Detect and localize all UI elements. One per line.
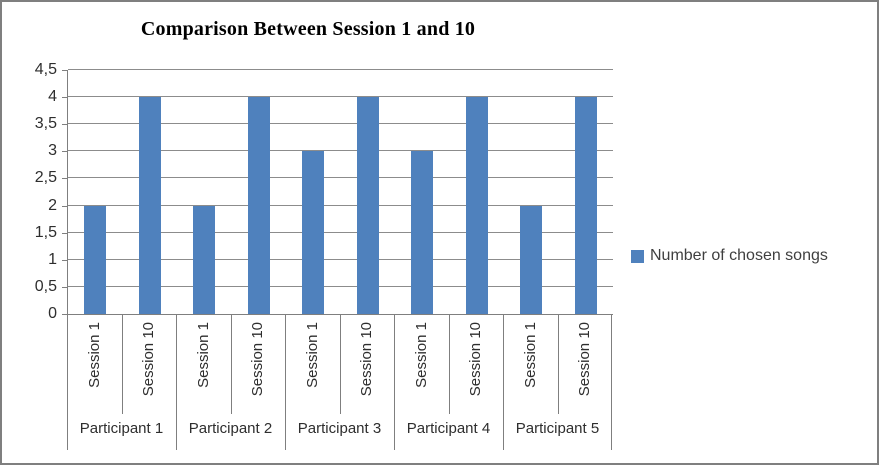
bar-participant-5-session-1: [520, 205, 543, 314]
session-divider: [230, 315, 232, 414]
x-axis-label-area: Session 1 Session 10 Session 1 Session 10 Se…: [67, 315, 612, 450]
session-divider: [339, 315, 341, 414]
gridline: [68, 231, 613, 233]
session-label-cell: Session 1: [394, 315, 449, 414]
session-divider: [557, 315, 559, 414]
plot-area: [67, 69, 613, 315]
chart-title: Comparison Between Session 1 and 10: [140, 18, 476, 40]
bar-participant-1-session-10: [138, 97, 161, 314]
session-label-cell: Session 1: [285, 315, 340, 414]
session-label-cell: Session 1: [67, 315, 122, 414]
session-divider: [121, 315, 123, 414]
y-axis-tick-label: 1: [48, 250, 57, 268]
session-label-cell: Session 1: [176, 315, 231, 414]
gridline: [68, 204, 613, 206]
y-axis-tick-label: 0,5: [34, 277, 57, 295]
session-label: Session 1: [521, 322, 539, 388]
bar-participant-3-session-10: [356, 97, 379, 314]
bar-participant-5-session-10: [574, 97, 597, 314]
session-label-cell: Session 10: [558, 315, 613, 414]
legend: Number of chosen songs: [631, 247, 828, 265]
bar-participant-2-session-1: [193, 205, 216, 314]
session-label-cell: Session 10: [449, 315, 504, 414]
gridline: [68, 177, 613, 179]
y-axis-tick-label: 1,5: [34, 223, 57, 241]
y-axis-tick-label: 3: [48, 142, 57, 160]
y-axis-tick: [62, 286, 67, 288]
bar-participant-3-session-1: [302, 151, 325, 314]
y-axis-tick-label: 2: [48, 196, 57, 214]
participant-group-divider: [503, 315, 504, 450]
y-axis-tick: [62, 259, 67, 261]
bar-participant-4-session-10: [465, 97, 488, 314]
session-label: Session 1: [85, 322, 103, 388]
gridline: [68, 69, 613, 70]
legend-label: Number of chosen songs: [650, 247, 828, 264]
gridline: [68, 123, 613, 125]
gridline: [68, 285, 613, 287]
y-axis-tick-label: 4: [48, 88, 57, 106]
y-axis-tick: [62, 205, 67, 207]
participant-group-divider: [394, 315, 395, 450]
gridline: [68, 150, 613, 152]
participant-group-divider: [611, 315, 612, 450]
session-label: Session 10: [576, 322, 594, 397]
y-axis-tick: [62, 124, 67, 126]
session-label-cell: Session 10: [231, 315, 286, 414]
session-label-cell: Session 10: [122, 315, 177, 414]
y-axis-tick: [62, 97, 67, 99]
participant-group-divider: [285, 315, 286, 450]
legend-color-swatch: [631, 249, 644, 263]
gridline: [68, 96, 613, 98]
y-axis-tick-label: 0: [48, 305, 57, 322]
y-axis-tick-label: 2,5: [34, 169, 57, 187]
bar-participant-1-session-1: [84, 205, 107, 314]
y-axis-tick-label: 3,5: [34, 115, 57, 133]
y-axis-tick: [62, 232, 67, 234]
y-axis-tick: [62, 314, 67, 315]
y-axis-tick: [62, 151, 67, 153]
session-divider: [448, 315, 450, 414]
bar-participant-4-session-1: [411, 151, 434, 314]
session-label: Session 10: [467, 322, 485, 397]
participant-label: Participant 4: [406, 420, 491, 437]
y-axis-tick: [62, 178, 67, 180]
session-label: Session 1: [412, 322, 430, 388]
participant-group-divider: [176, 315, 177, 450]
session-label: Session 1: [303, 322, 321, 388]
participant-label: Participant 1: [79, 420, 164, 437]
participant-label: Participant 2: [188, 420, 273, 437]
y-axis-tick: [62, 70, 67, 71]
participant-label-row: Participant 1 Participant 2 Participant 3 P…: [67, 414, 612, 450]
session-label-cell: Session 10: [340, 315, 395, 414]
session-label: Session 10: [249, 322, 267, 397]
participant-group-divider: [67, 315, 68, 450]
session-label: Session 10: [358, 322, 376, 397]
bar-participant-2-session-10: [247, 97, 270, 314]
session-label: Session 10: [140, 322, 158, 397]
participant-label: Participant 5: [515, 420, 600, 437]
participant-label: Participant 3: [297, 420, 382, 437]
y-axis-tick-label: 4,5: [34, 61, 57, 78]
session-label-cell: Session 1: [503, 315, 558, 414]
gridline: [68, 258, 613, 260]
session-label: Session 1: [194, 322, 212, 388]
